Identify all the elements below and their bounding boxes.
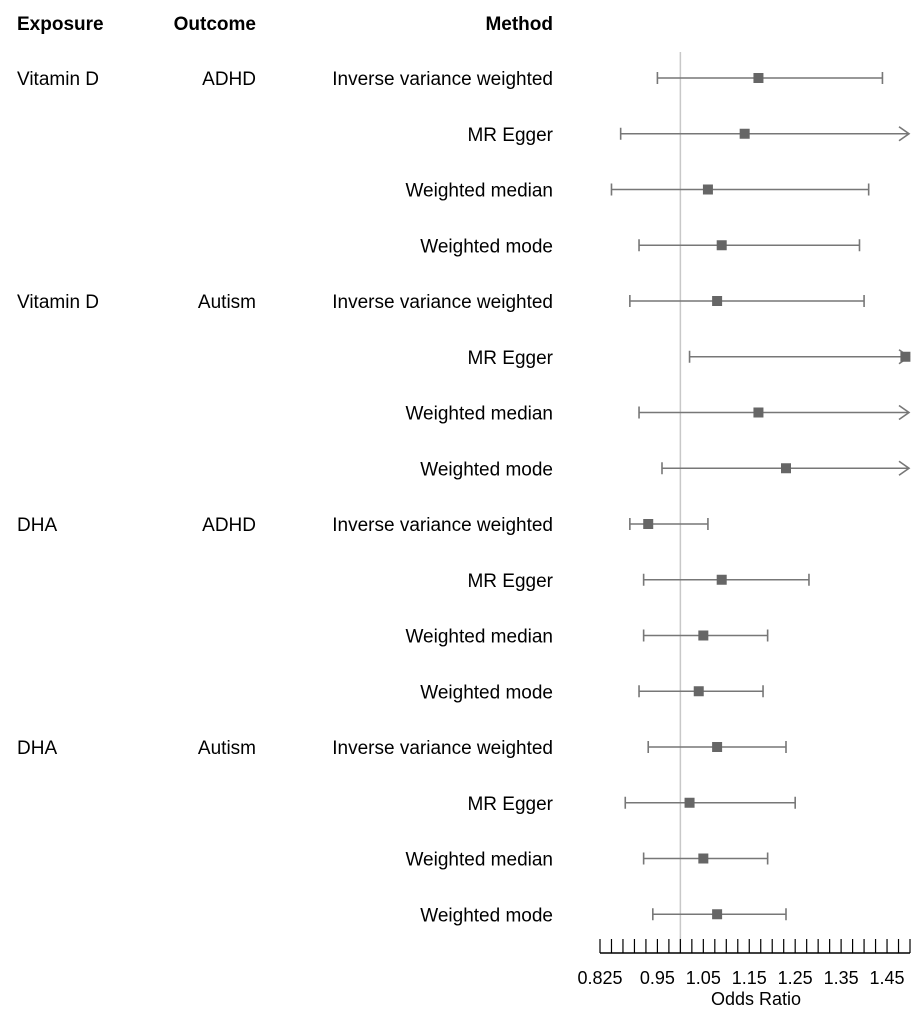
point-estimate xyxy=(698,630,709,641)
method-label: Weighted median xyxy=(405,181,553,202)
point-estimate xyxy=(712,909,723,920)
forest-row: Weighted mode xyxy=(420,682,764,703)
point-estimate xyxy=(643,519,654,529)
point-estimate xyxy=(716,240,727,251)
point-estimate xyxy=(702,184,713,195)
method-label: Weighted mode xyxy=(420,459,553,480)
method-label: MR Egger xyxy=(467,794,553,815)
x-tick-label: 1.25 xyxy=(778,968,813,988)
method-label: Inverse variance weighted xyxy=(332,69,553,90)
forest-row: MR Egger xyxy=(467,348,911,369)
forest-row: MR Egger xyxy=(467,125,911,146)
forest-row: MR Egger xyxy=(467,794,796,815)
point-estimate xyxy=(712,296,723,306)
header-outcome: Outcome xyxy=(174,14,256,35)
outcome-label: Autism xyxy=(198,738,256,759)
header-exposure: Exposure xyxy=(17,14,104,35)
x-tick-label: 1.05 xyxy=(686,968,721,988)
point-estimate xyxy=(900,351,911,362)
x-tick-label: 1.15 xyxy=(732,968,767,988)
forest-row: Weighted mode xyxy=(420,236,861,257)
method-label: MR Egger xyxy=(467,571,553,592)
ci-arrow xyxy=(898,126,911,142)
x-tick-label: 0.95 xyxy=(640,968,675,988)
outcome-label: ADHD xyxy=(202,69,256,90)
x-tick-label: 1.45 xyxy=(870,968,905,988)
x-tick-label: 1.35 xyxy=(824,968,859,988)
exposure-label: DHA xyxy=(17,515,57,536)
outcome-label: Autism xyxy=(198,292,256,313)
outcome-label: ADHD xyxy=(202,515,256,536)
x-axis-title: Odds Ratio xyxy=(711,989,801,1009)
method-label: Inverse variance weighted xyxy=(332,515,553,536)
x-tick-label: 0.825 xyxy=(577,968,622,988)
forest-row: Weighted median xyxy=(405,181,870,202)
method-label: Weighted median xyxy=(405,404,553,425)
point-estimate xyxy=(684,797,695,808)
method-label: Weighted mode xyxy=(420,682,553,703)
point-estimate xyxy=(739,128,750,139)
forest-row: DHA ADHD Inverse variance weighted xyxy=(17,515,709,536)
point-estimate xyxy=(693,686,704,697)
forest-row: Weighted mode xyxy=(420,905,787,926)
forest-row: MR Egger xyxy=(467,571,810,592)
ci-arrow xyxy=(898,404,911,421)
point-estimate xyxy=(712,742,723,752)
method-label: Weighted median xyxy=(405,850,553,871)
exposure-label: Vitamin D xyxy=(17,69,99,90)
ci-arrow xyxy=(898,460,911,476)
exposure-label: Vitamin D xyxy=(17,292,99,313)
point-estimate xyxy=(781,463,791,474)
forest-row: Weighted median xyxy=(405,850,769,871)
method-label: Weighted mode xyxy=(420,236,553,257)
point-estimate xyxy=(698,853,709,864)
forest-row: Weighted median xyxy=(405,627,769,648)
method-label: Inverse variance weighted xyxy=(332,292,553,313)
method-label: Inverse variance weighted xyxy=(332,738,553,759)
forest-row: Weighted mode xyxy=(420,459,911,480)
exposure-label: DHA xyxy=(17,738,57,759)
method-label: MR Egger xyxy=(467,348,553,369)
point-estimate xyxy=(753,73,764,83)
forest-row: Weighted median xyxy=(405,404,911,425)
forest-row: Vitamin D Autism Inverse variance weighted xyxy=(17,292,865,313)
header-method: Method xyxy=(485,14,553,35)
point-estimate xyxy=(716,574,727,585)
forest-row: DHA Autism Inverse variance weighted xyxy=(17,738,787,759)
point-estimate xyxy=(753,407,764,418)
method-label: MR Egger xyxy=(467,125,553,146)
method-label: Weighted median xyxy=(405,627,553,648)
method-label: Weighted mode xyxy=(420,905,553,926)
forest-row: Vitamin D ADHD Inverse variance weighted xyxy=(17,69,884,90)
